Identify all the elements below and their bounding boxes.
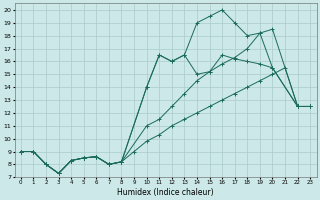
X-axis label: Humidex (Indice chaleur): Humidex (Indice chaleur) bbox=[117, 188, 214, 197]
